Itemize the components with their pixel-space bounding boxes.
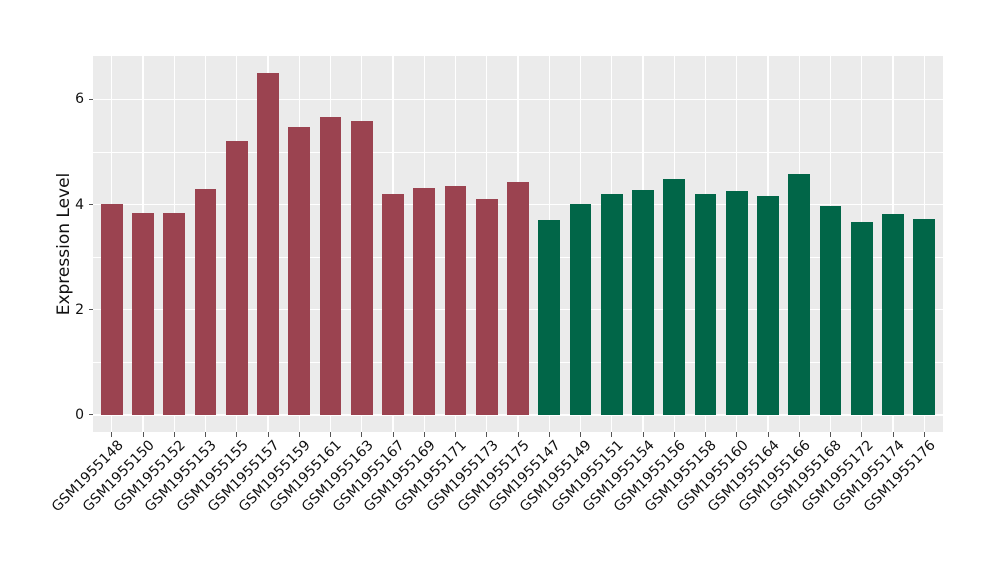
plot-panel — [93, 56, 943, 432]
y-tick-mark — [88, 98, 93, 100]
x-tick-mark — [486, 432, 488, 437]
y-tick-label: 4 — [75, 196, 84, 213]
y-tick-mark — [88, 204, 93, 206]
bar-GSM1955159 — [288, 126, 311, 415]
x-tick-mark — [580, 432, 581, 437]
bar-GSM1955153 — [194, 189, 217, 415]
x-tick-mark — [517, 432, 519, 437]
y-tick-label: 2 — [75, 301, 84, 318]
y-axis-title: Expression Level — [54, 172, 74, 316]
bar-GSM1955150 — [132, 213, 154, 415]
bar-GSM1955176 — [913, 218, 936, 415]
bar-GSM1955147 — [538, 219, 561, 415]
bar-GSM1955155 — [225, 140, 248, 415]
x-tick-mark — [736, 432, 738, 437]
bar-GSM1955167 — [382, 194, 404, 415]
x-tick-mark — [423, 432, 425, 437]
bar-GSM1955168 — [819, 205, 842, 415]
y-tick-label: 6 — [75, 91, 84, 108]
bar-GSM1955149 — [569, 204, 592, 415]
x-tick-mark — [548, 432, 550, 437]
bar-GSM1955175 — [507, 181, 529, 415]
x-tick-mark — [892, 432, 894, 437]
bar-GSM1955169 — [413, 188, 436, 415]
bar-GSM1955173 — [475, 199, 498, 415]
bar-GSM1955174 — [882, 214, 904, 415]
x-tick-mark — [673, 432, 675, 437]
x-tick-mark — [611, 432, 613, 437]
x-tick-mark — [361, 432, 363, 437]
x-tick-mark — [767, 432, 769, 437]
bar-GSM1955158 — [694, 193, 717, 415]
x-tick-mark — [111, 432, 113, 437]
bar-GSM1955151 — [600, 194, 623, 415]
bar-GSM1955166 — [788, 173, 811, 415]
bar-GSM1955157 — [257, 73, 279, 415]
bar-GSM1955172 — [850, 222, 873, 415]
x-tick-mark — [642, 432, 644, 437]
x-tick-mark — [798, 432, 800, 437]
bar-GSM1955152 — [163, 212, 186, 415]
bar-GSM1955164 — [757, 195, 779, 415]
x-tick-mark — [830, 432, 831, 437]
x-tick-mark — [330, 432, 331, 437]
x-tick-mark — [455, 432, 456, 437]
bar-GSM1955148 — [100, 204, 123, 415]
x-tick-mark — [861, 432, 863, 437]
y-tick-mark — [88, 414, 93, 416]
bar-GSM1955154 — [632, 190, 654, 415]
bar-GSM1955161 — [319, 116, 342, 415]
x-tick-mark — [173, 432, 175, 437]
y-tick-label: 0 — [75, 406, 84, 423]
bar-GSM1955171 — [444, 186, 467, 415]
x-tick-mark — [392, 432, 394, 437]
x-tick-mark — [298, 432, 300, 437]
x-tick-mark — [205, 432, 206, 437]
x-tick-mark — [923, 432, 925, 437]
x-tick-mark — [705, 432, 706, 437]
x-tick-mark — [267, 432, 269, 437]
x-tick-mark — [236, 432, 238, 437]
bar-GSM1955163 — [350, 120, 373, 415]
x-tick-mark — [142, 432, 144, 437]
y-tick-mark — [88, 309, 93, 311]
bar-GSM1955156 — [663, 179, 686, 415]
bar-GSM1955160 — [725, 191, 748, 415]
